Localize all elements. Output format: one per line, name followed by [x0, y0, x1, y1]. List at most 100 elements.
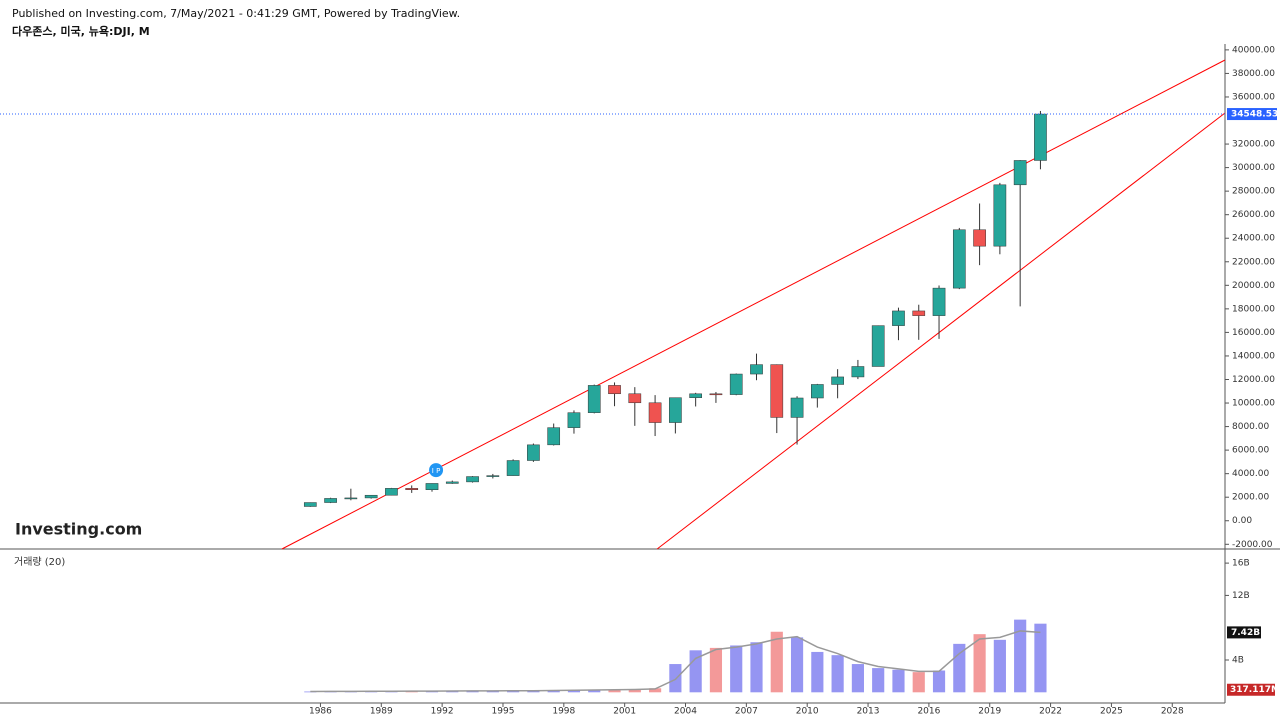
y-tick-label: 2000.00: [1232, 493, 1269, 503]
trend-line: [656, 112, 1226, 550]
y-tick-label: 28000.00: [1232, 187, 1275, 197]
candle-body: [466, 476, 479, 483]
x-tick-label: 1986: [309, 707, 332, 717]
volume-bar: [993, 639, 1006, 693]
published-note: Published on Investing.com, 7/May/2021 -…: [12, 7, 460, 20]
candle-body: [364, 494, 378, 499]
candle-body: [1013, 160, 1027, 186]
current-volume-box: [1227, 683, 1275, 696]
candle-body: [628, 393, 642, 404]
symbol-title: 다우존스, 미국, 뉴욕:DJI, M: [12, 24, 150, 38]
y-tick-label: 18000.00: [1232, 304, 1275, 314]
volume-bar: [912, 672, 925, 693]
y-tick-label: 4000.00: [1232, 469, 1269, 479]
x-tick-label: 2013: [857, 707, 880, 717]
volume-bar: [588, 689, 601, 693]
y-tick-label: 10000.00: [1232, 399, 1275, 409]
volume-ma-line: [310, 630, 1041, 693]
event-marker-text: I P: [432, 467, 441, 475]
candle-body: [729, 373, 743, 395]
volume-bar: [892, 669, 905, 693]
candle-body: [587, 385, 601, 413]
y-tick-label: 26000.00: [1232, 210, 1275, 220]
y-tick-label: 22000.00: [1232, 257, 1275, 267]
volume-bar: [973, 634, 986, 693]
y-tick-label: 8000.00: [1232, 422, 1269, 432]
candle-body: [547, 427, 561, 446]
y-tick-label: 38000.00: [1232, 69, 1275, 79]
volume-bar: [628, 689, 641, 693]
candle-body: [811, 384, 824, 399]
candle-body: [567, 412, 581, 428]
x-tick-label: 2001: [613, 707, 636, 717]
y-tick-label: 12000.00: [1232, 375, 1275, 385]
candle-body: [486, 475, 500, 477]
candle-body: [608, 385, 621, 395]
candle-body: [851, 366, 865, 378]
volume-bar: [730, 645, 743, 693]
volume-bar: [790, 637, 804, 693]
x-tick-label: 2004: [674, 707, 697, 717]
y-tick-label: 32000.00: [1232, 140, 1275, 150]
candle-body: [648, 402, 662, 423]
candle-body: [831, 376, 844, 385]
x-tick-label: 2028: [1161, 707, 1184, 717]
x-tick-label: 2007: [735, 707, 758, 717]
candle-body: [405, 488, 419, 490]
x-tick-label: 1995: [492, 707, 515, 717]
y-tick-label: 30000.00: [1232, 163, 1275, 173]
candle-body: [527, 444, 540, 461]
volume-bar: [872, 668, 885, 693]
candle-body: [750, 364, 763, 375]
x-tick-label: 1998: [552, 707, 575, 717]
volume-bar: [547, 690, 560, 693]
last-price-box: [1227, 108, 1277, 121]
candle-body: [932, 287, 946, 316]
volume-bar: [709, 647, 723, 693]
candle-body: [952, 229, 966, 289]
volume-bar: [649, 688, 662, 693]
current-volume-label: 317.117M: [1230, 685, 1280, 695]
volume-bar: [811, 651, 824, 693]
candle-body: [324, 498, 337, 503]
volume-bar: [831, 655, 844, 693]
x-tick-label: 2016: [917, 707, 940, 717]
candle-body: [912, 310, 926, 316]
candle-body: [709, 393, 723, 396]
x-tick-label: 1989: [370, 707, 393, 717]
candle-body: [689, 393, 702, 398]
x-tick-label: 2025: [1100, 707, 1123, 717]
event-marker: I P: [429, 463, 444, 478]
y-tick-label: 0.00: [1232, 516, 1252, 526]
candle-body: [669, 397, 682, 423]
volume-bar: [567, 690, 581, 693]
candle-body: [993, 184, 1007, 247]
event-marker-dot: [429, 463, 444, 478]
y-tick-label: 6000.00: [1232, 446, 1269, 456]
volume-bar: [608, 689, 621, 693]
volume-tick-label: 16B: [1232, 559, 1250, 569]
x-tick-label: 2022: [1039, 707, 1062, 717]
volume-bar: [750, 642, 763, 693]
candle-body: [303, 502, 317, 507]
volume-bar: [669, 664, 682, 693]
y-tick-label: -2000.00: [1232, 540, 1273, 550]
candle-body: [973, 229, 986, 247]
ma-label-box: [1227, 626, 1261, 639]
volume-bar: [1014, 619, 1027, 693]
volume-bar: [851, 664, 864, 693]
x-tick-label: 2010: [796, 707, 819, 717]
y-tick-label: 20000.00: [1232, 281, 1275, 291]
volume-tick-label: 4B: [1232, 656, 1244, 666]
candle-body: [892, 310, 905, 326]
y-tick-label: 36000.00: [1232, 92, 1275, 102]
candle-body: [871, 325, 885, 367]
logo: Investing.com: [15, 520, 142, 539]
y-tick-label: 40000.00: [1232, 45, 1275, 55]
candle-body: [790, 397, 804, 418]
candle-body: [344, 497, 358, 500]
candle-body: [1034, 113, 1047, 161]
volume-bar: [1034, 623, 1047, 693]
y-tick-label: 14000.00: [1232, 351, 1275, 361]
